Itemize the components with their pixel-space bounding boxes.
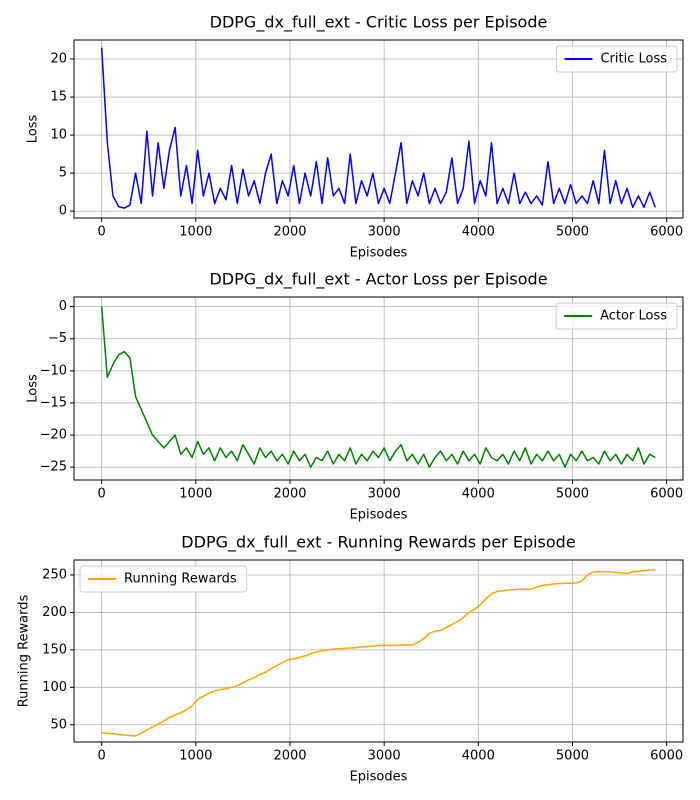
legend: Actor Loss xyxy=(564,309,667,324)
x-axis-label: Episodes xyxy=(350,508,408,523)
x-tick-label: 0 xyxy=(98,225,106,240)
x-tick-label: 1000 xyxy=(179,487,212,502)
x-tick-label: 6000 xyxy=(650,225,683,240)
x-tick-label: 0 xyxy=(98,749,106,764)
x-tick-label: 4000 xyxy=(462,749,495,764)
x-tick-label: 1000 xyxy=(179,225,212,240)
y-tick-label: 0 xyxy=(59,204,67,219)
y-tick-label: −25 xyxy=(40,460,67,475)
chart-title: DDPG_dx_full_ext - Critic Loss per Episo… xyxy=(210,13,548,33)
chart-title: DDPG_dx_full_ext - Running Rewards per E… xyxy=(181,533,575,553)
y-tick-label: 5 xyxy=(59,166,67,181)
legend-label: Actor Loss xyxy=(600,309,667,324)
plot-area xyxy=(101,568,656,737)
x-tick-label: 2000 xyxy=(273,225,306,240)
x-tick-label: 4000 xyxy=(462,225,495,240)
x-tick-label: 0 xyxy=(98,487,106,502)
axes-frame xyxy=(73,39,684,219)
data-line xyxy=(100,306,656,468)
legend-frame xyxy=(555,45,678,73)
x-axis-label: Episodes xyxy=(350,246,408,261)
y-axis-label: Loss xyxy=(26,115,41,144)
y-tick-label: −15 xyxy=(40,395,67,410)
legend: Critic Loss xyxy=(564,52,667,67)
x-tick-label: 1000 xyxy=(179,749,212,764)
x-tick-label: 6000 xyxy=(650,749,683,764)
plot-area xyxy=(100,47,657,209)
y-tick-label: 50 xyxy=(50,717,67,732)
x-tick-label: 2000 xyxy=(273,487,306,502)
legend-label: Critic Loss xyxy=(600,52,667,67)
y-tick-label: −10 xyxy=(40,363,67,378)
axes-frame xyxy=(73,296,684,481)
x-tick-label: 3000 xyxy=(368,487,401,502)
x-tick-label: 5000 xyxy=(556,749,589,764)
y-tick-label: 100 xyxy=(42,680,67,695)
y-tick-label: −5 xyxy=(48,331,67,346)
x-tick-label: 2000 xyxy=(273,749,306,764)
data-line xyxy=(101,568,656,737)
legend-frame xyxy=(79,565,248,593)
x-tick-label: 6000 xyxy=(650,487,683,502)
y-tick-label: 15 xyxy=(50,90,67,105)
legend-label: Running Rewards xyxy=(124,572,237,587)
x-tick-label: 3000 xyxy=(368,749,401,764)
axes-frame xyxy=(73,559,684,743)
x-tick-label: 5000 xyxy=(556,225,589,240)
x-axis-label: Episodes xyxy=(350,770,408,785)
y-tick-label: −20 xyxy=(40,428,67,443)
y-axis-label: Running Rewards xyxy=(17,594,32,707)
y-tick-label: 250 xyxy=(42,567,67,582)
chart-title: DDPG_dx_full_ext - Actor Loss per Episod… xyxy=(209,270,547,290)
data-line xyxy=(100,47,657,209)
y-tick-label: 200 xyxy=(42,605,67,620)
y-tick-label: 0 xyxy=(59,299,67,314)
y-tick-label: 10 xyxy=(50,128,67,143)
plot-area xyxy=(100,306,656,468)
legend-frame xyxy=(555,302,678,330)
y-tick-label: 20 xyxy=(50,52,67,67)
x-tick-label: 4000 xyxy=(462,487,495,502)
x-tick-label: 3000 xyxy=(368,225,401,240)
legend: Running Rewards xyxy=(88,572,237,587)
y-axis-label: Loss xyxy=(26,374,41,403)
x-tick-label: 5000 xyxy=(556,487,589,502)
y-tick-label: 150 xyxy=(42,642,67,657)
